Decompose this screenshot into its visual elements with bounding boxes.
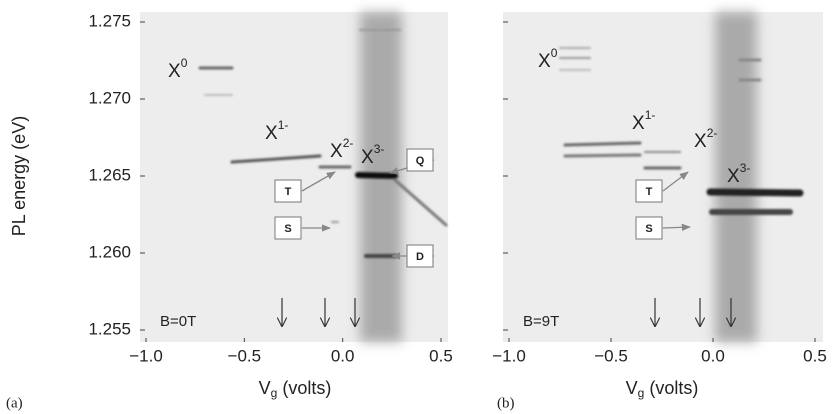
x-tick-label: 0.5 (429, 346, 453, 365)
box (406, 244, 434, 268)
x-axis-label: Vg (volts) (259, 378, 332, 400)
box (274, 216, 302, 240)
peak-label-base: X (265, 123, 278, 144)
peak-label: X1- (265, 118, 288, 144)
x-label-rest: (volts) (277, 378, 331, 398)
y-tick-label: 1.260 (88, 242, 131, 261)
box-label: T (285, 186, 292, 198)
panel-a-image (140, 12, 448, 342)
peak-label-sup: 3- (740, 161, 751, 175)
box-label: T (646, 186, 653, 198)
y-tick-label: 1.275 (88, 11, 131, 30)
peak-label: X2- (694, 126, 717, 152)
box-label: D (416, 251, 424, 263)
peak-label-base: X (727, 166, 740, 187)
panel-b-image (503, 12, 823, 342)
peak-label-sup: 0 (181, 56, 188, 70)
x-label-main: V (259, 378, 271, 398)
peak-label-base: X (361, 147, 374, 168)
panel-label: (b) (497, 395, 515, 411)
y-axis-label: PL energy (eV) (9, 116, 29, 236)
x-label-rest: (volts) (644, 378, 698, 398)
box (635, 179, 663, 203)
voltage-arrows (282, 298, 731, 326)
x-axis-label: Vg (volts) (626, 378, 699, 400)
x-tick-label: 0.0 (701, 346, 725, 365)
x-tick-label: −1.0 (492, 346, 526, 365)
box (635, 216, 663, 240)
box-label: S (645, 223, 652, 235)
peak-label-sup: 3- (374, 142, 385, 156)
peak-label-base: X (330, 141, 343, 162)
peak-label-sup: 1- (645, 108, 656, 122)
peak-label-base: X (632, 113, 645, 134)
y-tick-label: 1.270 (88, 88, 131, 107)
peak-label: X3- (361, 142, 384, 168)
peak-label: X0 (168, 56, 188, 82)
x-tick-label: −1.0 (129, 346, 163, 365)
x-label-sub: g (638, 386, 645, 400)
peak-label: X1- (632, 108, 655, 134)
x-tick-label: 0.5 (803, 346, 827, 365)
peak-label-base: X (694, 131, 707, 152)
box (406, 148, 434, 172)
y-tick-label: 1.255 (88, 319, 131, 338)
box-label: S (284, 223, 291, 235)
peak-label-sup: 0 (551, 46, 558, 60)
box-arrow (301, 171, 336, 192)
x-label-main: V (626, 378, 638, 398)
peak-label: X0 (538, 46, 558, 72)
x-tick-label: −0.5 (594, 346, 628, 365)
box-arrow (662, 171, 689, 192)
x-tick-label: 0.0 (331, 346, 355, 365)
peak-label-sup: 1- (278, 118, 289, 132)
x-tick-label: −0.5 (228, 346, 262, 365)
peak-label-sup: 2- (707, 126, 718, 140)
panel-label: (a) (6, 395, 23, 411)
peak-label: X2- (330, 136, 353, 162)
field-label: B=0T (160, 313, 196, 330)
peak-label-sup: 2- (343, 136, 354, 150)
x-label-sub: g (271, 386, 278, 400)
y-tick-label: 1.265 (88, 165, 131, 184)
box-label: Q (416, 155, 425, 167)
peak-label: X3- (727, 161, 750, 187)
box (274, 179, 302, 203)
peak-label-base: X (538, 51, 551, 72)
box-arrow (662, 223, 691, 231)
peak-label-base: X (168, 61, 181, 82)
field-label: B=9T (523, 313, 559, 330)
